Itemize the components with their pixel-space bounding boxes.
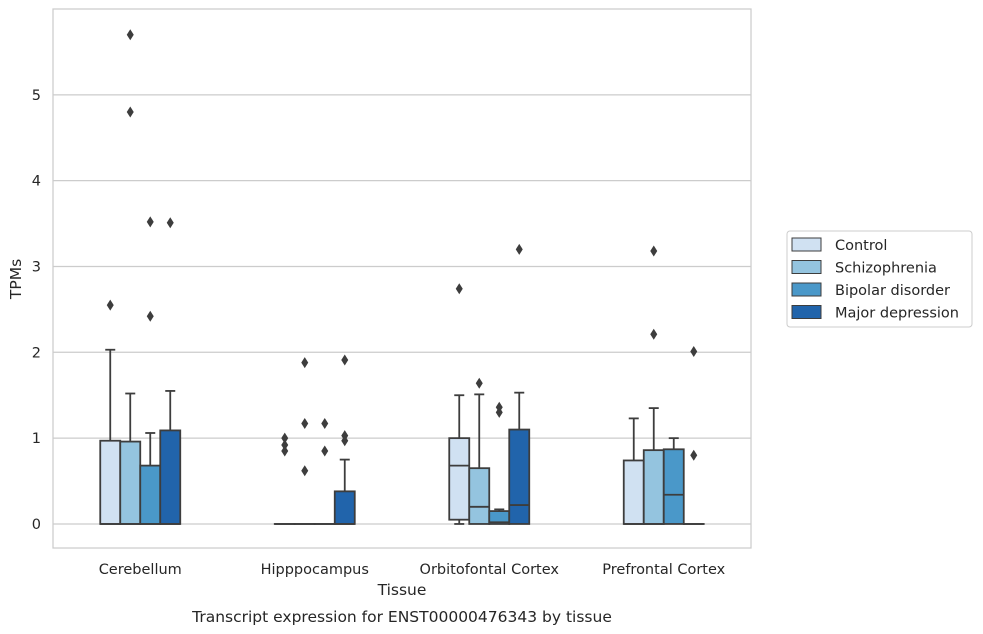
box-body — [119, 440, 142, 525]
legend-swatch — [791, 282, 822, 297]
box-body — [333, 490, 356, 525]
legend-label: Schizophrenia — [835, 261, 937, 277]
box-bipolar-disorder — [488, 508, 511, 525]
legend-label: Bipolar disorder — [835, 283, 950, 299]
outlier-point — [281, 439, 289, 451]
outlier-point — [515, 243, 523, 255]
outlier-point — [301, 357, 309, 369]
outlier-point — [126, 106, 134, 118]
outlier-point — [475, 377, 483, 389]
legend-frame — [786, 230, 973, 328]
legend-swatch — [791, 305, 822, 319]
box-body — [508, 428, 531, 525]
outlier-point — [321, 418, 329, 430]
x-tick-label: Hipppocampus — [261, 562, 369, 578]
box-body — [99, 439, 122, 525]
box-major-depression — [159, 390, 182, 525]
box-body — [139, 464, 162, 525]
box-control — [448, 394, 471, 525]
box-body — [468, 467, 491, 525]
x-tick-label: Cerebellum — [99, 562, 182, 578]
outlier-point — [650, 328, 658, 340]
chart-caption: Transcript expression for ENST0000047634… — [191, 608, 612, 626]
box-body — [448, 437, 471, 521]
legend-label: Control — [835, 238, 887, 254]
outlier-point — [301, 465, 309, 477]
x-tick-label: Orbitofontal Cortex — [420, 562, 560, 578]
y-tick-label: 3 — [32, 259, 41, 275]
legend-swatch — [791, 237, 822, 252]
box-body — [622, 459, 645, 525]
y-tick-label: 5 — [32, 88, 41, 104]
box-major-depression — [333, 458, 356, 525]
plot-area — [52, 8, 752, 549]
outlier-point — [281, 445, 289, 457]
box-control — [622, 417, 645, 525]
outlier-point — [146, 310, 154, 322]
box-body — [159, 429, 182, 525]
outlier-point — [495, 401, 503, 413]
outlier-point — [650, 245, 658, 257]
outlier-point — [281, 432, 289, 444]
x-axis-label: Tissue — [377, 581, 427, 599]
box-bipolar-disorder — [139, 432, 162, 525]
box-bipolar-disorder — [662, 437, 685, 525]
x-axis-ticks: Cerebellum Hipppocampus Orbitofontal Corte… — [99, 562, 726, 578]
outlier-point — [455, 283, 463, 295]
x-tick-label: Prefrontal Cortex — [602, 562, 725, 578]
y-axis-label: TPMs — [7, 259, 25, 300]
outlier-point — [126, 29, 134, 41]
y-tick-label: 0 — [32, 517, 41, 533]
outlier-point — [166, 217, 174, 229]
legend-swatch — [791, 260, 822, 274]
y-axis-ticks: 0 1 2 3 4 5 — [32, 88, 41, 533]
box-body — [642, 449, 665, 525]
y-tick-label: 1 — [32, 431, 41, 447]
outlier-point — [146, 216, 154, 228]
legend: Control Schizophrenia Bipolar disorder Majo… — [786, 230, 973, 328]
outlier-point — [341, 354, 349, 366]
outlier-point — [690, 449, 698, 461]
y-tick-label: 2 — [32, 345, 41, 361]
boxes — [99, 348, 705, 525]
box-schizophrenia — [468, 393, 491, 525]
outlier-point — [690, 345, 698, 357]
y-tick-label: 4 — [32, 174, 41, 190]
box-major-depression — [508, 391, 531, 525]
outlier-point — [301, 418, 309, 430]
outlier-point — [106, 299, 114, 311]
box-body — [662, 448, 685, 525]
legend-label: Major depression — [835, 306, 959, 322]
outlier-point — [321, 445, 329, 457]
outlier-point — [341, 430, 349, 442]
outlier-points — [106, 29, 698, 477]
